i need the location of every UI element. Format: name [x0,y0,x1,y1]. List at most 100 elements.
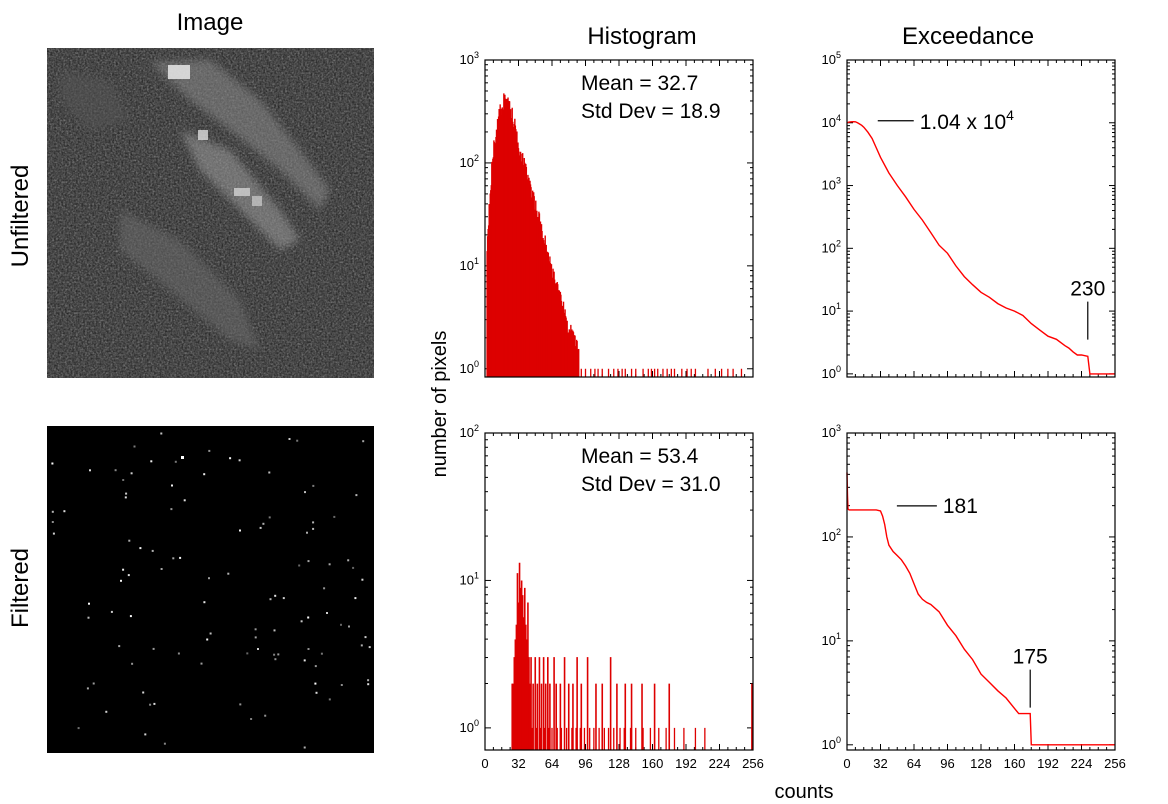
star-pixel [268,471,271,474]
star-pixel [364,636,367,639]
star-pixel [347,559,350,562]
star-pixel [307,648,310,650]
y-tick-exponent: 0 [474,718,479,728]
star-pixel [307,560,310,563]
x-tick-label: 64 [545,756,559,771]
star-pixel [239,529,241,532]
star-pixel [172,557,175,560]
y-tick-label: 101 [460,256,479,273]
column-title-exceedance: Exceedance [902,23,1034,50]
star-pixel [254,628,257,631]
star-pixel [51,521,54,523]
star-pixel [298,564,301,567]
star-pixel [163,742,166,745]
star-pixel [122,479,125,481]
star-pixel [209,632,212,635]
plateau-annotation: 181 [943,495,978,518]
star-pixel [355,494,358,497]
y-tick-exponent: 0 [836,735,841,745]
star-pixel [51,510,54,513]
star-pixel [144,733,147,736]
y-tick-label: 102 [460,423,479,440]
y-tick-exponent: 2 [474,423,479,433]
peak-annotation-exponent: 4 [1006,107,1014,123]
x-tick-label: 0 [843,756,850,771]
star-pixel [333,515,336,518]
y-tick-label: 102 [460,153,479,170]
star-pixel [239,703,242,706]
star-pixel [200,662,203,665]
y-tick-exponent: 4 [836,113,841,123]
star-pixel [151,549,154,552]
star-pixel [273,653,276,656]
star-pixel [312,484,315,487]
star-pixel [63,510,66,513]
x-tick-label: 32 [511,756,525,771]
star-pixel [128,539,131,542]
mean-annotation: Mean = 53.4 [581,445,699,468]
star-pixel [361,578,364,581]
star-pixel [340,684,343,686]
y-tick-label: 103 [822,176,841,193]
filtered-image [47,426,374,753]
star-pixel [264,714,267,717]
star-pixel [326,612,328,614]
star-pixel [274,658,277,661]
star-pixel [160,432,163,435]
unfiltered-image [47,48,374,378]
std-dev-annotation: Std Dev = 18.9 [581,100,721,123]
x-tick-label: 256 [742,756,764,771]
star-pixel [328,563,331,566]
cutoff-annotation: 230 [1070,278,1105,301]
star-pixel [348,625,350,628]
star-pixel [152,647,155,650]
star-pixel [179,556,182,559]
star-pixel [208,449,211,452]
y-tick-label: 103 [460,50,479,67]
star-pixel [160,568,163,570]
star-pixel [92,682,95,685]
star-pixel [303,659,306,662]
star-pixel [354,597,357,600]
y-tick-exponent: 2 [836,527,841,537]
star-pixel [340,623,342,626]
star-pixel [77,727,80,730]
star-pixel [142,691,145,694]
x-tick-label: 160 [1004,756,1026,771]
star-pixel [110,610,113,613]
star-pixel [125,492,128,495]
star-pixel [177,652,180,655]
star-pixel [273,629,276,632]
x-tick-label: 128 [608,756,630,771]
star-pixel [227,572,230,575]
y-tick-label: 101 [822,301,841,318]
star-pixel [274,594,277,597]
exceedance-line [846,120,1115,375]
star-pixel [122,568,125,571]
row-title-unfiltered: Unfiltered [7,165,34,268]
x-tick-label: 96 [940,756,954,771]
row-title-filtered: Filtered [7,548,34,628]
star-pixel [306,531,308,534]
star-pixel [171,484,173,487]
star-pixel [268,516,271,519]
star-pixel [131,662,134,665]
star-pixel [314,665,317,668]
y-tick-exponent: 5 [836,50,841,60]
x-tick-label: 160 [642,756,664,771]
mean-annotation: Mean = 32.7 [581,72,698,95]
plot-frame [484,59,754,378]
y-tick-label: 104 [822,113,841,130]
star-pixel [259,526,262,529]
x-tick-label: 0 [481,756,488,771]
y-tick-label: 103 [822,423,841,440]
y-tick-exponent: 3 [836,423,841,433]
y-tick-exponent: 2 [836,238,841,248]
star-pixel [229,457,232,460]
star-pixel [120,579,122,582]
y-tick-label: 101 [460,570,479,587]
y-tick-exponent: 1 [474,570,479,580]
